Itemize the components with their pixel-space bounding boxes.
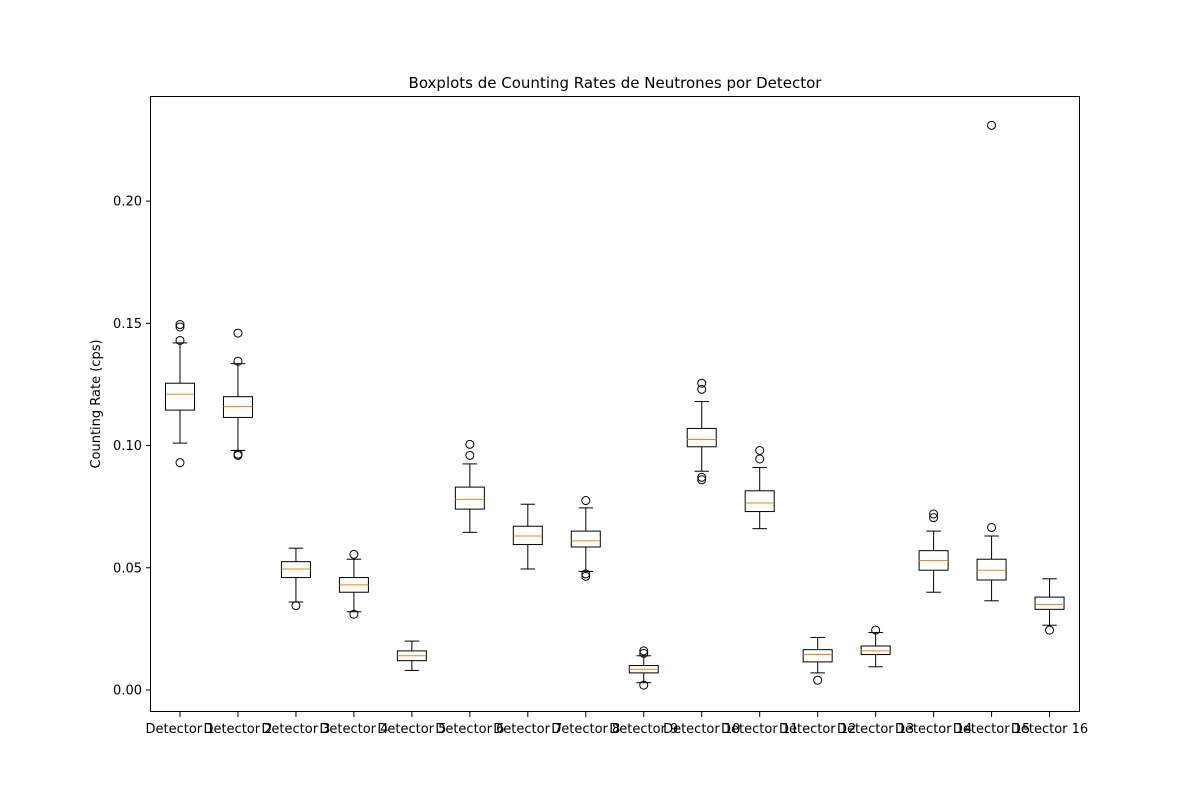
y-tick-label: 0.05	[113, 561, 142, 576]
x-tick-label: Detector 10	[663, 722, 740, 737]
y-tick-label: 0.15	[113, 317, 142, 332]
outlier-point	[639, 646, 649, 656]
box-iqr	[570, 530, 601, 548]
outlier-point	[697, 384, 707, 394]
box-iqr	[512, 525, 543, 546]
box-iqr	[976, 558, 1007, 581]
outlier-point	[465, 439, 475, 449]
outlier-point	[581, 571, 591, 581]
x-tick-label: Detector 8	[551, 722, 620, 737]
x-tick-label: Detector 13	[837, 722, 914, 737]
outlier-point	[697, 475, 707, 485]
box-iqr	[222, 396, 253, 418]
outlier-point	[813, 675, 823, 685]
outlier-point	[233, 449, 243, 459]
outlier-point	[697, 472, 707, 482]
x-tick-label: Detector 11	[721, 722, 798, 737]
outlier-point	[233, 328, 243, 338]
x-tick-label: Detector 3	[261, 722, 330, 737]
outlier-point	[349, 609, 359, 619]
box-iqr	[744, 490, 775, 513]
outlier-point	[929, 513, 939, 523]
x-tick-label: Detector 16	[1011, 722, 1088, 737]
y-tick-label: 0.20	[113, 195, 142, 210]
outlier-point	[175, 322, 185, 332]
outlier-point	[639, 648, 649, 658]
outlier-point	[929, 509, 939, 519]
outlier-point	[233, 356, 243, 366]
box-iqr	[454, 486, 485, 510]
x-tick-label: Detector 4	[319, 722, 388, 737]
outlier-point	[581, 496, 591, 506]
outlier-point	[987, 120, 997, 130]
outlier-point	[639, 680, 649, 690]
x-tick-label: Detector 6	[435, 722, 504, 737]
outlier-point	[465, 450, 475, 460]
outlier-point	[871, 625, 881, 635]
box-iqr	[165, 382, 195, 411]
outlier-point	[1045, 625, 1055, 635]
x-tick-label: Detector 7	[493, 722, 562, 737]
axes-frame	[150, 96, 1080, 712]
x-tick-label: Detector 9	[609, 722, 678, 737]
x-tick-label: Detector 14	[895, 722, 972, 737]
box-iqr	[686, 427, 717, 448]
outlier-point	[291, 601, 301, 611]
y-axis-label: Counting Rate (cps)	[89, 339, 104, 468]
x-tick-label: Detector 5	[377, 722, 446, 737]
outlier-point	[581, 569, 591, 579]
box-iqr	[860, 645, 891, 656]
outlier-point	[755, 454, 765, 464]
box-iqr	[802, 649, 833, 663]
outlier-point	[175, 335, 185, 345]
x-tick-label: Detector 15	[953, 722, 1030, 737]
outlier-point	[987, 522, 997, 532]
x-tick-label: Detector 2	[203, 722, 272, 737]
y-tick-label: 0.10	[113, 439, 142, 454]
x-tick-label: Detector 1	[145, 722, 214, 737]
box-iqr	[1034, 596, 1065, 610]
outlier-point	[697, 378, 707, 388]
box-iqr	[280, 561, 311, 579]
chart-title: Boxplots de Counting Rates de Neutrones …	[409, 74, 823, 92]
outlier-point	[175, 458, 185, 468]
y-tick-label: 0.00	[113, 684, 142, 699]
outlier-point	[175, 320, 185, 330]
x-tick-label: Detector 12	[779, 722, 856, 737]
outlier-point	[755, 445, 765, 455]
outlier-point	[349, 549, 359, 559]
